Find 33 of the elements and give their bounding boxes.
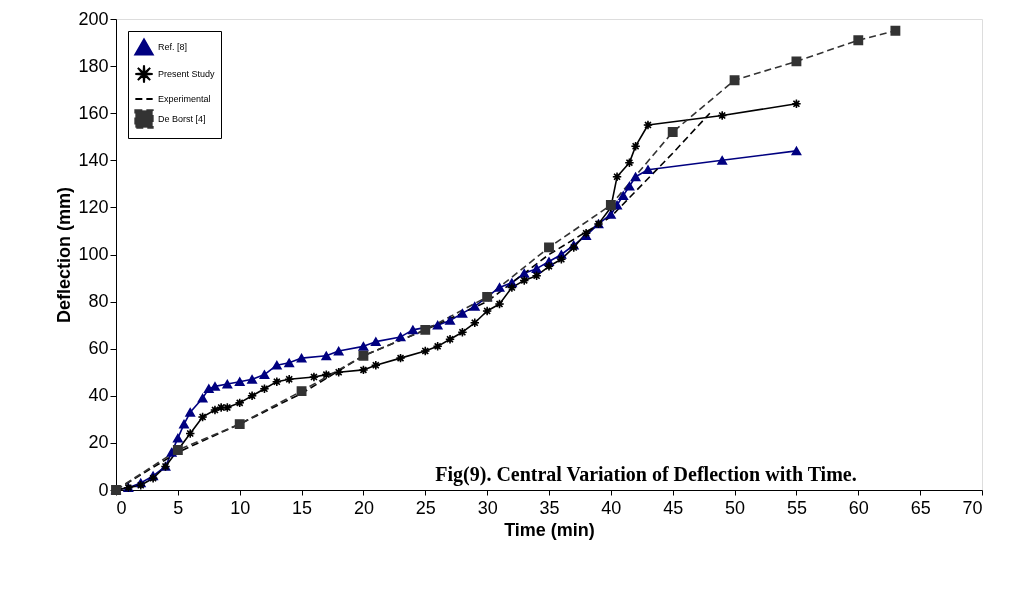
legend-label: Ref. [8] xyxy=(158,42,188,52)
y-tick-label: 200 xyxy=(78,8,109,29)
x-tick-label: 15 xyxy=(292,497,313,518)
y-tick-label: 160 xyxy=(78,102,109,123)
x-tick-label: 70 xyxy=(962,497,983,518)
x-tick-label: 40 xyxy=(601,497,622,518)
y-axis-title: Deflection (mm) xyxy=(54,186,75,324)
x-tick-label: 55 xyxy=(786,497,807,518)
x-tick-label: 25 xyxy=(415,497,436,518)
legend-label: De Borst [4] xyxy=(158,114,206,124)
y-tick-label: 140 xyxy=(78,149,109,170)
x-tick-label: 50 xyxy=(725,497,746,518)
x-tick-label: 10 xyxy=(230,497,251,518)
y-tick-label: 120 xyxy=(78,196,109,217)
x-tick-label: 30 xyxy=(477,497,498,518)
y-tick-label: 80 xyxy=(88,291,109,312)
y-tick-label: 20 xyxy=(88,432,109,453)
x-tick-label: 5 xyxy=(173,497,184,518)
legend-label: Experimental xyxy=(158,94,211,104)
y-tick-label: 40 xyxy=(88,385,109,406)
y-tick-label: 100 xyxy=(78,244,109,264)
y-tick-label: 0 xyxy=(98,479,109,500)
x-tick-label: 45 xyxy=(663,497,684,518)
x-tick-label: 60 xyxy=(848,497,869,518)
x-tick-label: 65 xyxy=(910,497,931,518)
legend-label: Present Study xyxy=(158,69,216,79)
x-tick-label: 0 xyxy=(116,497,127,518)
x-tick-label: 20 xyxy=(353,497,374,518)
x-axis-title: Time (min) xyxy=(504,519,595,540)
y-tick-label: 60 xyxy=(88,338,109,359)
annotation: Fig(9). Central Variation of Deflection with Time. xyxy=(435,463,857,486)
y-tick-label: 180 xyxy=(78,55,109,76)
x-tick-label: 35 xyxy=(539,497,560,518)
